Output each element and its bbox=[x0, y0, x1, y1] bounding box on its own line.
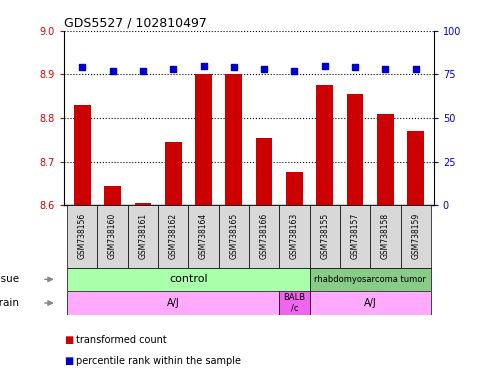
Bar bbox=[377, 114, 394, 205]
Point bbox=[351, 64, 359, 70]
Bar bbox=[407, 131, 424, 205]
Bar bbox=[98, 205, 128, 268]
Text: GSM738164: GSM738164 bbox=[199, 213, 208, 260]
Text: strain: strain bbox=[0, 298, 20, 308]
Text: GSM738163: GSM738163 bbox=[290, 213, 299, 260]
Text: GSM738160: GSM738160 bbox=[108, 213, 117, 260]
Text: A/J: A/J bbox=[364, 298, 377, 308]
Bar bbox=[67, 205, 98, 268]
Text: GSM738157: GSM738157 bbox=[351, 213, 359, 260]
Text: GSM738162: GSM738162 bbox=[169, 213, 177, 260]
Text: GSM738155: GSM738155 bbox=[320, 213, 329, 260]
Text: GDS5527 / 102810497: GDS5527 / 102810497 bbox=[64, 17, 207, 30]
Point bbox=[412, 66, 420, 72]
Text: tissue: tissue bbox=[0, 274, 20, 285]
Bar bbox=[128, 205, 158, 268]
Point bbox=[290, 68, 298, 74]
Bar bbox=[310, 268, 431, 291]
Text: GSM738165: GSM738165 bbox=[229, 213, 238, 260]
Point bbox=[200, 63, 208, 69]
Text: rhabdomyosarcoma tumor: rhabdomyosarcoma tumor bbox=[314, 275, 426, 284]
Bar bbox=[135, 203, 151, 205]
Bar bbox=[249, 205, 279, 268]
Bar bbox=[158, 205, 188, 268]
Point bbox=[169, 66, 177, 72]
Bar bbox=[279, 205, 310, 268]
Bar bbox=[219, 205, 249, 268]
Text: percentile rank within the sample: percentile rank within the sample bbox=[76, 356, 242, 366]
Point bbox=[321, 63, 329, 69]
Text: A/J: A/J bbox=[167, 298, 179, 308]
Point bbox=[78, 64, 86, 70]
Text: GSM738156: GSM738156 bbox=[78, 213, 87, 260]
Bar bbox=[104, 185, 121, 205]
Bar bbox=[256, 137, 273, 205]
Bar bbox=[165, 142, 181, 205]
Point bbox=[230, 64, 238, 70]
Bar bbox=[347, 94, 363, 205]
Text: GSM738159: GSM738159 bbox=[411, 213, 420, 260]
Text: ■: ■ bbox=[64, 335, 73, 345]
Text: transformed count: transformed count bbox=[76, 335, 167, 345]
Bar bbox=[74, 105, 91, 205]
Bar bbox=[340, 205, 370, 268]
Point bbox=[260, 66, 268, 72]
Point bbox=[139, 68, 147, 74]
Bar bbox=[310, 291, 431, 315]
Bar bbox=[225, 74, 242, 205]
Point bbox=[108, 68, 116, 74]
Bar bbox=[188, 205, 219, 268]
Bar bbox=[67, 291, 279, 315]
Text: GSM738166: GSM738166 bbox=[260, 213, 269, 260]
Text: control: control bbox=[169, 274, 208, 285]
Bar bbox=[317, 85, 333, 205]
Point bbox=[382, 66, 389, 72]
Bar bbox=[195, 74, 212, 205]
Text: BALB
/c: BALB /c bbox=[283, 293, 306, 313]
Text: GSM738161: GSM738161 bbox=[139, 213, 147, 260]
Bar bbox=[310, 205, 340, 268]
Text: GSM738158: GSM738158 bbox=[381, 213, 390, 260]
Bar bbox=[279, 291, 310, 315]
Bar bbox=[400, 205, 431, 268]
Bar bbox=[370, 205, 400, 268]
Text: ■: ■ bbox=[64, 356, 73, 366]
Bar bbox=[67, 268, 310, 291]
Bar bbox=[286, 172, 303, 205]
